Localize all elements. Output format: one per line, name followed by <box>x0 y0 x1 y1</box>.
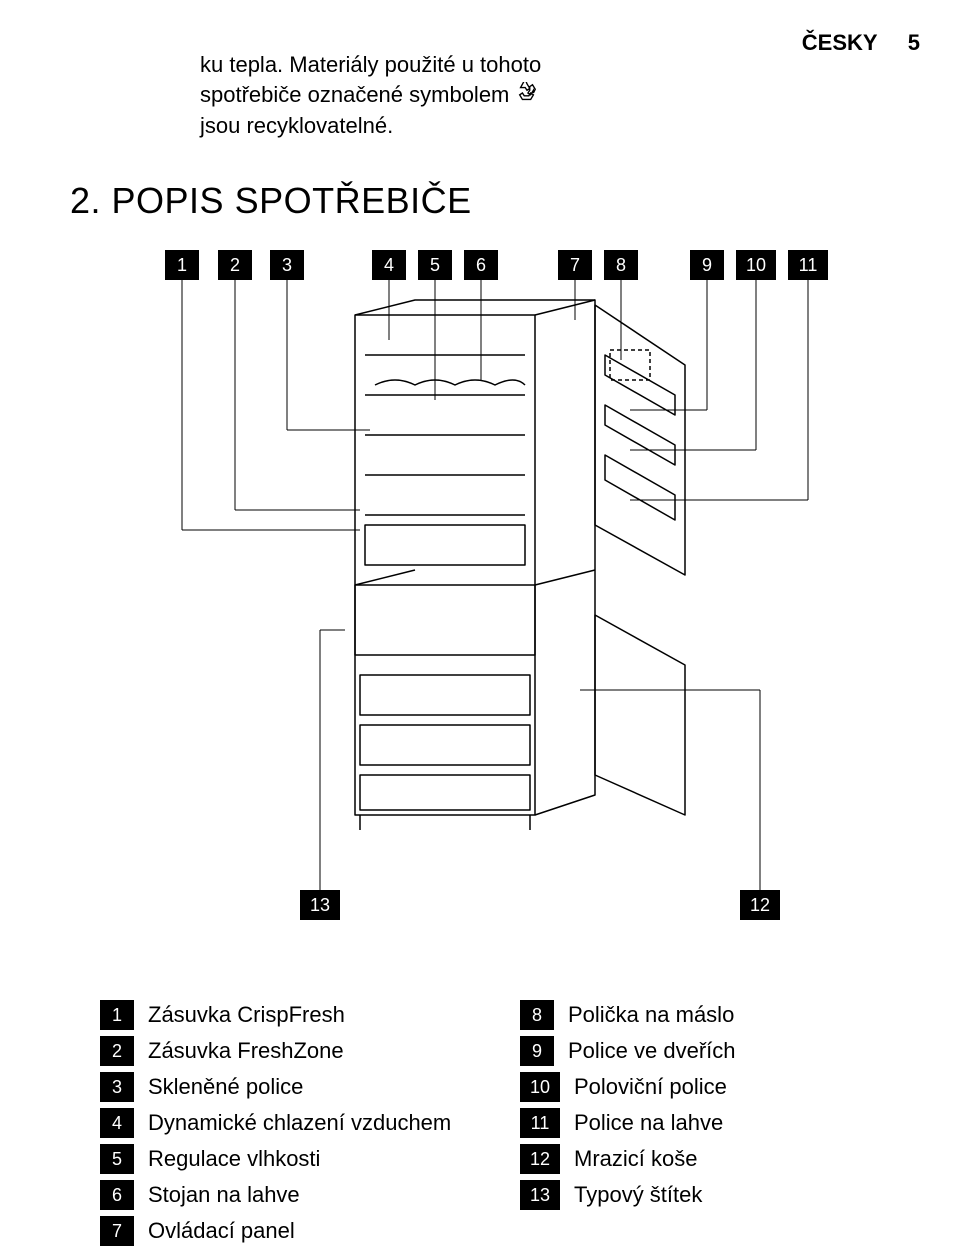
legend-label-11: Police na lahve <box>574 1110 723 1136</box>
legend-item-1: 1 Zásuvka CrispFresh <box>100 1000 460 1030</box>
legend-label-1: Zásuvka CrispFresh <box>148 1002 345 1028</box>
section-heading: 2. POPIS SPOTŘEBIČE <box>70 180 472 222</box>
legend-item-6: 6 Stojan na lahve <box>100 1180 460 1210</box>
intro-line-1: ku tepla. Materiály použité u tohoto <box>200 52 541 77</box>
legend-item-5: 5 Regulace vlhkosti <box>100 1144 460 1174</box>
legend-item-8: 8 Polička na máslo <box>520 1000 880 1030</box>
legend-num-6: 6 <box>100 1180 134 1210</box>
legend-num-9: 9 <box>520 1036 554 1066</box>
legend-label-4: Dynamické chlazení vzduchem <box>148 1110 451 1136</box>
legend-label-12: Mrazicí koše <box>574 1146 697 1172</box>
legend-item-7: 7 Ovládací panel <box>100 1216 460 1246</box>
legend-item-13: 13 Typový štítek <box>520 1180 880 1210</box>
callout-6: 6 <box>464 250 498 280</box>
legend-item-3: 3 Skleněné police <box>100 1072 460 1102</box>
legend-label-13: Typový štítek <box>574 1182 702 1208</box>
legend-num-5: 5 <box>100 1144 134 1174</box>
callout-2: 2 <box>218 250 252 280</box>
legend-right-column: 8 Polička na máslo 9 Police ve dveřích 10 P… <box>520 1000 880 1252</box>
legend-item-12: 12 Mrazicí koše <box>520 1144 880 1174</box>
legend-num-3: 3 <box>100 1072 134 1102</box>
legend-num-12: 12 <box>520 1144 560 1174</box>
intro-paragraph: ku tepla. Materiály použité u tohoto spo… <box>200 50 650 141</box>
legend-label-9: Police ve dveřích <box>568 1038 736 1064</box>
legend-label-7: Ovládací panel <box>148 1218 295 1244</box>
callout-9: 9 <box>690 250 724 280</box>
legend-label-8: Polička na máslo <box>568 1002 734 1028</box>
callout-12: 12 <box>740 890 780 920</box>
callout-5: 5 <box>418 250 452 280</box>
legend-item-11: 11 Police na lahve <box>520 1108 880 1138</box>
page-number: 5 <box>908 30 920 55</box>
intro-line-3: jsou recyklovatelné. <box>200 113 393 138</box>
callout-10: 10 <box>736 250 776 280</box>
legend-label-5: Regulace vlhkosti <box>148 1146 320 1172</box>
legend-num-2: 2 <box>100 1036 134 1066</box>
legend-num-11: 11 <box>520 1108 560 1138</box>
legend-label-6: Stojan na lahve <box>148 1182 300 1208</box>
page-header: ČESKY 5 <box>802 30 920 56</box>
legend-label-3: Skleněné police <box>148 1074 303 1100</box>
legend-num-1: 1 <box>100 1000 134 1030</box>
callout-8: 8 <box>604 250 638 280</box>
callout-1: 1 <box>165 250 199 280</box>
legend-item-4: 4 Dynamické chlazení vzduchem <box>100 1108 460 1138</box>
recycle-icon <box>516 82 538 112</box>
legend-num-4: 4 <box>100 1108 134 1138</box>
legend-item-9: 9 Police ve dveřích <box>520 1036 880 1066</box>
callout-3: 3 <box>270 250 304 280</box>
callout-7: 7 <box>558 250 592 280</box>
legend-num-10: 10 <box>520 1072 560 1102</box>
appliance-diagram: 1 2 3 4 5 6 7 8 9 10 11 13 12 <box>150 250 830 970</box>
legend-item-2: 2 Zásuvka FreshZone <box>100 1036 460 1066</box>
legend-left-column: 1 Zásuvka CrispFresh 2 Zásuvka FreshZone 3… <box>100 1000 460 1252</box>
callout-4: 4 <box>372 250 406 280</box>
callout-11: 11 <box>788 250 828 280</box>
legend-num-13: 13 <box>520 1180 560 1210</box>
callout-13: 13 <box>300 890 340 920</box>
fridge-illustration <box>265 295 725 855</box>
language-label: ČESKY <box>802 30 877 55</box>
legend-num-7: 7 <box>100 1216 134 1246</box>
legend-label-2: Zásuvka FreshZone <box>148 1038 344 1064</box>
intro-line-2a: spotřebiče označené symbolem <box>200 82 509 107</box>
legend-label-10: Poloviční police <box>574 1074 727 1100</box>
legend-item-10: 10 Poloviční police <box>520 1072 880 1102</box>
legend-num-8: 8 <box>520 1000 554 1030</box>
legend: 1 Zásuvka CrispFresh 2 Zásuvka FreshZone 3… <box>100 1000 880 1252</box>
